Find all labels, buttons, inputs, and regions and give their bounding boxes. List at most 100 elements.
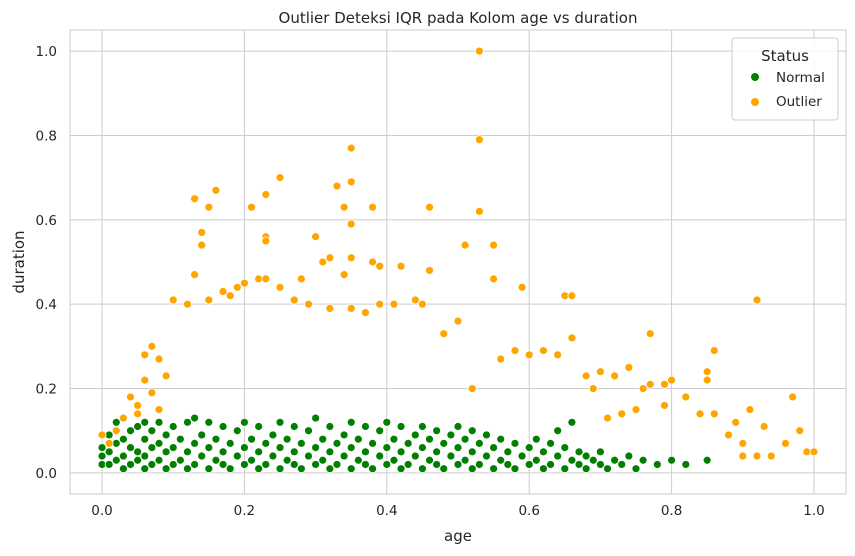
point-normal xyxy=(161,430,171,440)
point-outlier xyxy=(745,405,755,415)
point-outlier xyxy=(289,295,299,305)
point-outlier xyxy=(645,329,655,339)
point-normal xyxy=(396,447,406,457)
point-normal xyxy=(161,447,171,457)
legend-marker-normal xyxy=(751,73,759,81)
point-outlier xyxy=(190,194,199,204)
point-normal xyxy=(382,417,392,427)
point-outlier xyxy=(695,409,705,419)
point-outlier xyxy=(731,417,741,427)
y-tick-label: 0.4 xyxy=(36,297,57,313)
x-tick-label: 0.6 xyxy=(518,503,539,519)
point-normal xyxy=(425,434,434,444)
point-outlier xyxy=(610,371,620,381)
point-outlier xyxy=(474,46,484,56)
point-outlier xyxy=(304,299,313,309)
point-normal xyxy=(588,455,598,465)
point-normal xyxy=(375,451,385,461)
point-normal xyxy=(268,451,278,461)
point-normal xyxy=(225,464,235,474)
point-normal xyxy=(667,455,676,465)
point-outlier xyxy=(517,282,527,292)
point-normal xyxy=(97,443,107,453)
point-normal xyxy=(496,434,506,444)
x-axis-label: age xyxy=(444,527,472,545)
point-outlier xyxy=(247,202,256,212)
point-normal xyxy=(168,443,178,453)
point-outlier xyxy=(240,278,249,288)
point-normal xyxy=(183,464,192,474)
point-outlier xyxy=(204,202,214,212)
point-normal xyxy=(453,422,463,431)
point-outlier xyxy=(183,299,192,309)
point-normal xyxy=(553,426,563,436)
point-outlier xyxy=(140,350,150,360)
point-normal xyxy=(183,447,192,457)
point-outlier xyxy=(346,177,356,187)
y-tick-label: 0.2 xyxy=(36,382,57,398)
point-outlier xyxy=(603,413,612,423)
point-outlier xyxy=(425,202,434,212)
point-outlier xyxy=(232,282,242,292)
point-normal xyxy=(346,417,356,427)
point-normal xyxy=(631,464,641,474)
legend: Status Normal Outlier xyxy=(731,37,839,121)
point-normal xyxy=(524,460,534,469)
point-outlier xyxy=(161,371,171,381)
point-normal xyxy=(183,417,192,427)
point-normal xyxy=(154,417,164,427)
x-tick-label: 0.4 xyxy=(376,503,397,519)
point-normal xyxy=(375,426,385,436)
point-normal xyxy=(517,451,527,461)
point-outlier xyxy=(752,295,762,305)
point-normal xyxy=(474,460,484,469)
point-outlier xyxy=(154,354,164,364)
point-normal xyxy=(126,443,135,453)
point-normal xyxy=(275,464,285,474)
point-outlier xyxy=(261,190,271,199)
point-normal xyxy=(418,464,427,474)
point-outlier xyxy=(709,409,719,419)
point-outlier xyxy=(275,173,285,183)
point-outlier xyxy=(510,346,520,355)
point-normal xyxy=(104,460,114,469)
legend-box xyxy=(731,37,839,121)
point-outlier xyxy=(275,282,285,292)
point-normal xyxy=(275,417,285,427)
point-normal xyxy=(546,438,555,448)
point-normal xyxy=(346,464,356,474)
point-outlier xyxy=(759,422,769,431)
point-normal xyxy=(254,464,264,474)
point-normal xyxy=(389,434,399,444)
point-normal xyxy=(204,443,214,453)
point-normal xyxy=(346,443,356,453)
point-normal xyxy=(432,426,442,436)
point-normal xyxy=(190,413,199,423)
point-normal xyxy=(439,438,449,448)
point-outlier xyxy=(190,270,199,280)
point-outlier xyxy=(588,384,598,393)
point-outlier xyxy=(154,405,164,415)
point-normal xyxy=(339,451,349,461)
point-normal xyxy=(539,447,548,457)
point-normal xyxy=(118,451,128,461)
point-outlier xyxy=(325,303,335,313)
y-tick-label: 0.0 xyxy=(36,466,57,482)
point-normal xyxy=(595,447,605,457)
point-outlier xyxy=(660,401,669,410)
point-outlier xyxy=(631,405,641,415)
point-outlier xyxy=(346,253,356,263)
point-normal xyxy=(247,455,256,465)
point-outlier xyxy=(702,367,712,377)
point-normal xyxy=(282,434,292,444)
point-outlier xyxy=(261,274,271,284)
point-outlier xyxy=(410,295,420,305)
point-normal xyxy=(361,447,370,457)
point-normal xyxy=(482,451,491,461)
point-outlier xyxy=(318,257,328,267)
point-normal xyxy=(318,434,328,444)
point-normal xyxy=(617,460,627,469)
point-normal xyxy=(496,455,506,465)
point-normal xyxy=(418,443,427,453)
x-tick-label: 0.2 xyxy=(234,503,255,519)
